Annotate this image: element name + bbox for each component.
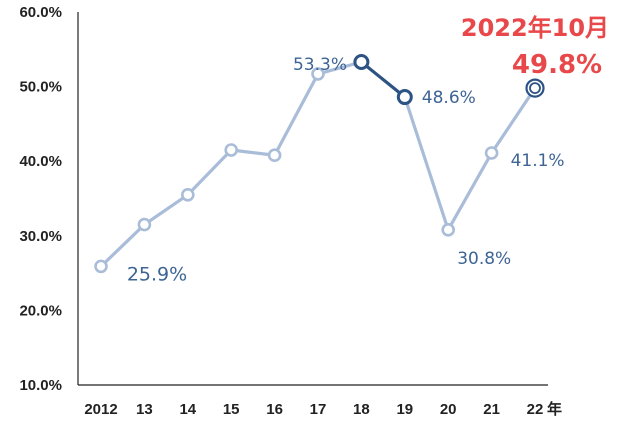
data-point-marker <box>137 217 152 232</box>
line-segment <box>359 60 407 99</box>
line-segment <box>186 148 233 197</box>
x-tick-label: 2012 <box>84 401 117 418</box>
data-labels: 25.9% 53.3% 48.6% 30.8% 41.1% <box>127 55 565 285</box>
x-tick-label: 17 <box>310 401 327 418</box>
data-label: 30.8% <box>457 249 511 269</box>
data-point-marker-inner <box>529 82 541 94</box>
x-tick-label: 15 <box>223 401 240 418</box>
x-tick-labels: 2012 13 14 15 16 17 18 19 20 21 22 年 <box>84 400 562 418</box>
data-point-marker <box>396 89 413 106</box>
x-tick-label: 13 <box>136 401 153 418</box>
highlight-annotation: 2022年10月 49.8% <box>461 14 609 80</box>
y-tick-label: 30.0% <box>19 228 62 245</box>
data-point-marker <box>267 148 282 163</box>
data-point-marker <box>181 187 195 202</box>
data-point-marker <box>311 67 325 81</box>
data-label: 41.1% <box>511 151 565 171</box>
series-line <box>99 60 537 268</box>
x-tick-label: 21 <box>483 401 500 418</box>
line-segment <box>403 95 450 232</box>
y-tick-label: 60.0% <box>19 4 62 21</box>
data-label: 48.6% <box>422 88 476 108</box>
highlight-value-label: 49.8% <box>512 50 602 80</box>
data-point-marker <box>353 53 370 70</box>
line-segment <box>490 86 537 155</box>
y-tick-label: 20.0% <box>19 302 62 319</box>
highlight-date-label: 2022年10月 <box>461 14 609 42</box>
x-tick-label: 22 <box>527 401 544 418</box>
line-segment <box>99 223 146 268</box>
line-segment <box>229 148 277 157</box>
data-label: 25.9% <box>127 263 187 285</box>
line-segment <box>142 193 190 227</box>
data-point-marker <box>224 143 238 157</box>
y-tick-labels: 10.0% 20.0% 30.0% 40.0% 50.0% 60.0% <box>19 4 62 394</box>
x-tick-label: 19 <box>396 401 413 418</box>
y-tick-label: 10.0% <box>19 377 62 394</box>
x-tick-label: 20 <box>440 401 457 418</box>
y-tick-label: 40.0% <box>19 153 62 170</box>
x-tick-label: 16 <box>266 401 283 418</box>
y-tick-label: 50.0% <box>19 79 62 96</box>
data-point-marker <box>484 146 499 160</box>
x-axis-unit: 年 <box>547 400 562 418</box>
line-segment <box>446 151 494 232</box>
x-tick-label: 18 <box>353 401 370 418</box>
line-segment <box>273 72 320 157</box>
x-tick-label: 14 <box>179 401 196 418</box>
series-markers <box>94 53 545 274</box>
data-point-marker <box>94 259 108 274</box>
data-label: 53.3% <box>293 55 347 75</box>
data-point-marker <box>441 223 456 237</box>
